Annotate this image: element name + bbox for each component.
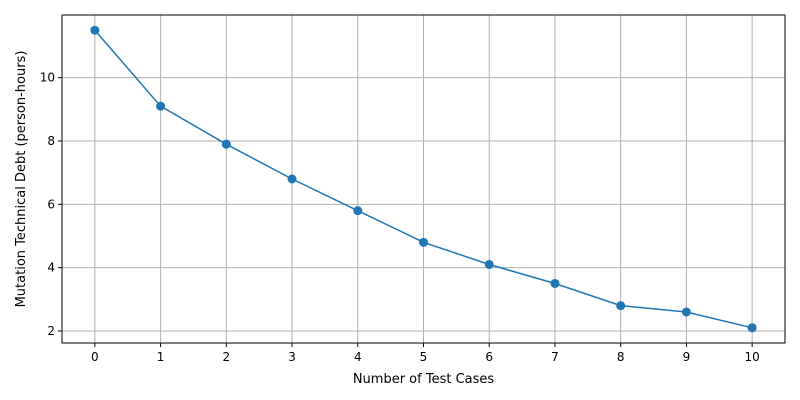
y-axis-label: Mutation Technical Debt (person-hours) — [14, 51, 29, 308]
data-point — [90, 25, 100, 35]
data-point — [353, 206, 363, 216]
x-tick-label: 1 — [157, 350, 165, 364]
x-tick-label: 10 — [744, 350, 759, 364]
data-point — [484, 259, 494, 269]
x-tick-label: 8 — [617, 350, 625, 364]
y-tick-label: 4 — [47, 261, 55, 275]
data-point — [221, 139, 231, 149]
x-tick-label: 2 — [222, 350, 230, 364]
x-tick-label: 6 — [485, 350, 493, 364]
data-point — [419, 237, 428, 247]
data-point — [287, 174, 297, 184]
grid-lines — [62, 15, 785, 343]
x-axis-label: Number of Test Cases — [353, 372, 495, 387]
x-tick-label: 7 — [551, 350, 559, 364]
data-point — [681, 307, 691, 317]
data-point — [616, 301, 626, 311]
x-tick-label: 3 — [288, 350, 296, 364]
y-tick-label: 8 — [47, 134, 55, 148]
data-points — [90, 25, 757, 333]
x-tick-label: 4 — [354, 350, 362, 364]
x-tick-label: 0 — [91, 350, 99, 364]
y-tick-label: 10 — [40, 71, 55, 85]
x-tick-label: 5 — [420, 350, 428, 364]
y-tick-label: 2 — [47, 324, 55, 338]
data-point — [550, 278, 560, 288]
data-point — [747, 323, 757, 333]
y-tick-label: 6 — [47, 197, 55, 211]
data-point — [156, 101, 166, 111]
x-tick-label: 9 — [683, 350, 691, 364]
axis-ticks: 0 1 2 3 4 5 6 7 8 9 10 2 4 6 8 10 — [40, 71, 760, 364]
